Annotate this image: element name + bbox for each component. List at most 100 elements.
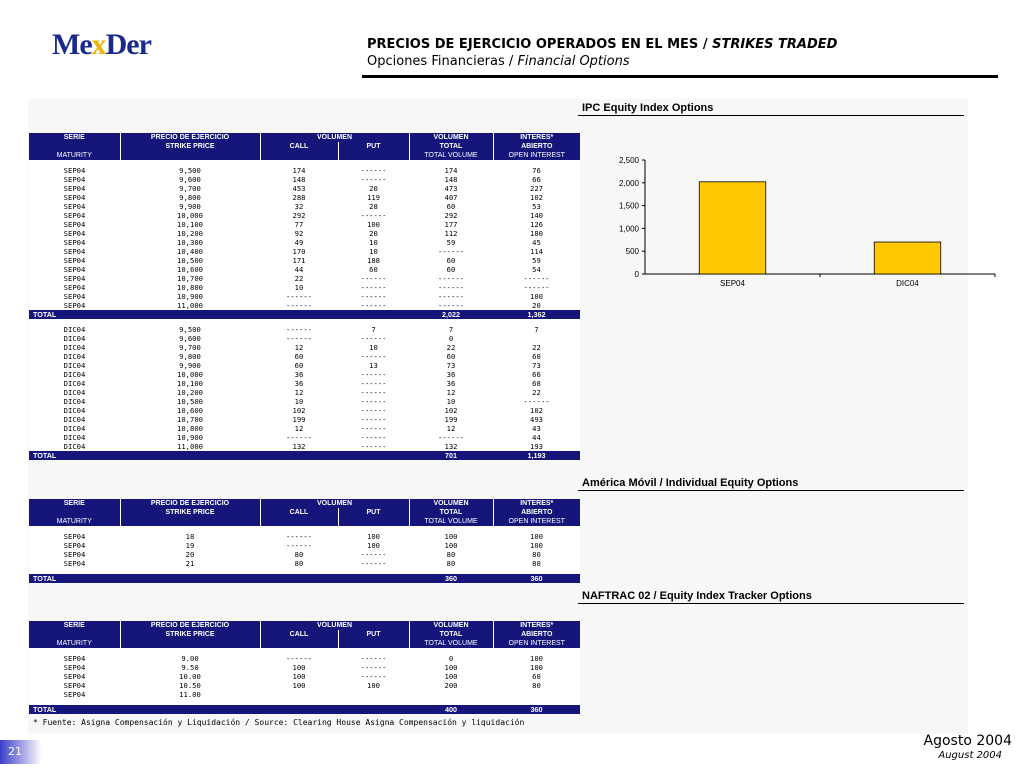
- serie-cell: SEP04: [29, 220, 120, 229]
- serie-cell: SEP04: [29, 663, 120, 672]
- put-cell: ------: [338, 397, 409, 406]
- open-interest-cell: [493, 690, 580, 699]
- header-total-volume-en: TOTAL VOLUME: [409, 151, 494, 160]
- total-volume-cell: ------: [409, 301, 493, 310]
- table-row: DIC04 9,800 60 ------ 60 60: [29, 352, 580, 361]
- put-cell: 60: [338, 265, 409, 274]
- open-interest-cell: 100: [493, 663, 580, 672]
- strike-cell: 21: [120, 559, 260, 568]
- total-row: TOTAL 701 1,193: [29, 451, 580, 460]
- total-label: TOTAL: [29, 451, 120, 460]
- serie-cell: SEP04: [29, 175, 120, 184]
- put-cell: ------: [338, 433, 409, 442]
- table-row: SEP04 11,000 ------ ------ ------ 20: [29, 301, 580, 310]
- serie-cell: SEP04: [29, 229, 120, 238]
- table-row: SEP04 9,700 453 20 473 227: [29, 184, 580, 193]
- serie-cell: SEP04: [29, 274, 120, 283]
- total-call-cell: [260, 310, 338, 319]
- strike-cell: 9,600: [120, 175, 260, 184]
- strike-cell: 10,700: [120, 274, 260, 283]
- put-cell: 20: [338, 229, 409, 238]
- spacer-row: [29, 526, 580, 532]
- total-row: TOTAL 360 360: [29, 574, 580, 583]
- table-row: SEP04 10.00 100 ------ 100 60: [29, 672, 580, 681]
- serie-cell: SEP04: [29, 559, 120, 568]
- put-cell: ------: [338, 175, 409, 184]
- header-serie: SERIE: [29, 499, 121, 508]
- put-cell: ------: [338, 283, 409, 292]
- section-title-amx: América Móvil / Individual Equity Option…: [582, 477, 799, 489]
- x-tick-label: DIC04: [896, 279, 919, 288]
- strike-cell: 9,500: [120, 166, 260, 175]
- page-title: PRECIOS DE EJERCICIO OPERADOS EN EL MES …: [367, 37, 838, 52]
- call-cell: 10: [260, 283, 338, 292]
- table-row: SEP04 10,500 171 188 60 59: [29, 256, 580, 265]
- put-cell: ------: [338, 388, 409, 397]
- call-cell: 12: [260, 388, 338, 397]
- put-cell: ------: [338, 166, 409, 175]
- serie-cell: SEP04: [29, 532, 120, 541]
- header-blank: [29, 142, 121, 151]
- serie-cell: DIC04: [29, 379, 120, 388]
- put-cell: 188: [338, 256, 409, 265]
- put-cell: ------: [338, 292, 409, 301]
- call-cell: 22: [260, 274, 338, 283]
- table-row: SEP04 10,200 92 20 112 180: [29, 229, 580, 238]
- header-blank: [120, 517, 261, 526]
- open-interest-cell: 22: [493, 388, 580, 397]
- strike-cell: 9,800: [120, 193, 260, 202]
- serie-cell: DIC04: [29, 352, 120, 361]
- serie-cell: DIC04: [29, 433, 120, 442]
- serie-cell: SEP04: [29, 690, 120, 699]
- put-cell: ------: [338, 370, 409, 379]
- call-cell: ------: [260, 325, 338, 334]
- table-row: DIC04 10,800 12 ------ 12 43: [29, 424, 580, 433]
- source-footnote: * Fuente: Asigna Compensación y Liquidac…: [33, 718, 525, 727]
- header-strike: PRECIO DE EJERCICIO: [120, 621, 261, 630]
- header-open-interest: INTERES*: [493, 133, 580, 142]
- serie-cell: DIC04: [29, 406, 120, 415]
- call-cell: 36: [260, 370, 338, 379]
- header-total: TOTAL: [409, 508, 494, 517]
- call-cell: ------: [260, 541, 338, 550]
- header-call: CALL: [260, 142, 339, 151]
- strike-cell: 10,000: [120, 370, 260, 379]
- put-cell: 28: [338, 202, 409, 211]
- call-cell: 100: [260, 672, 338, 681]
- total-volume-cell: 132: [409, 442, 493, 451]
- call-cell: 12: [260, 424, 338, 433]
- put-cell: ------: [338, 379, 409, 388]
- table-row: SEP04 10,800 10 ------ ------ ------: [29, 283, 580, 292]
- put-cell: 10: [338, 343, 409, 352]
- total-volume-cell: 473: [409, 184, 493, 193]
- total-volume-cell: 100: [409, 672, 493, 681]
- y-tick-label: 500: [626, 247, 640, 256]
- put-cell: ------: [338, 663, 409, 672]
- header-blank: [260, 517, 339, 526]
- header-total-volume-en: TOTAL VOLUME: [409, 517, 494, 526]
- total-volume-cell: 0: [409, 334, 493, 343]
- header-maturity: MATURITY: [29, 517, 121, 526]
- table-row: SEP04 9,900 32 28 60 53: [29, 202, 580, 211]
- total-volume-cell: ------: [409, 292, 493, 301]
- serie-cell: SEP04: [29, 672, 120, 681]
- total-volume-cell: ------: [409, 283, 493, 292]
- call-cell: 132: [260, 442, 338, 451]
- strike-cell: 10,600: [120, 406, 260, 415]
- open-interest-cell: 193: [493, 442, 580, 451]
- open-interest-cell: ------: [493, 283, 580, 292]
- call-cell: 77: [260, 220, 338, 229]
- header-blank: [338, 151, 410, 160]
- header-open-interest-en: OPEN INTEREST: [493, 639, 580, 648]
- strike-cell: 20: [120, 550, 260, 559]
- table-row: SEP04 10,900 ------ ------ ------ 100: [29, 292, 580, 301]
- call-cell: 100: [260, 663, 338, 672]
- total-volume-cell: 0: [409, 654, 493, 663]
- total-volume-cell: 200: [409, 681, 493, 690]
- total-total-volume-cell: 701: [409, 451, 493, 460]
- header-put: PUT: [338, 142, 410, 151]
- open-interest-cell: 100: [493, 292, 580, 301]
- header-blank: [260, 151, 339, 160]
- table-row: DIC04 11,000 132 ------ 132 193: [29, 442, 580, 451]
- put-cell: ------: [338, 301, 409, 310]
